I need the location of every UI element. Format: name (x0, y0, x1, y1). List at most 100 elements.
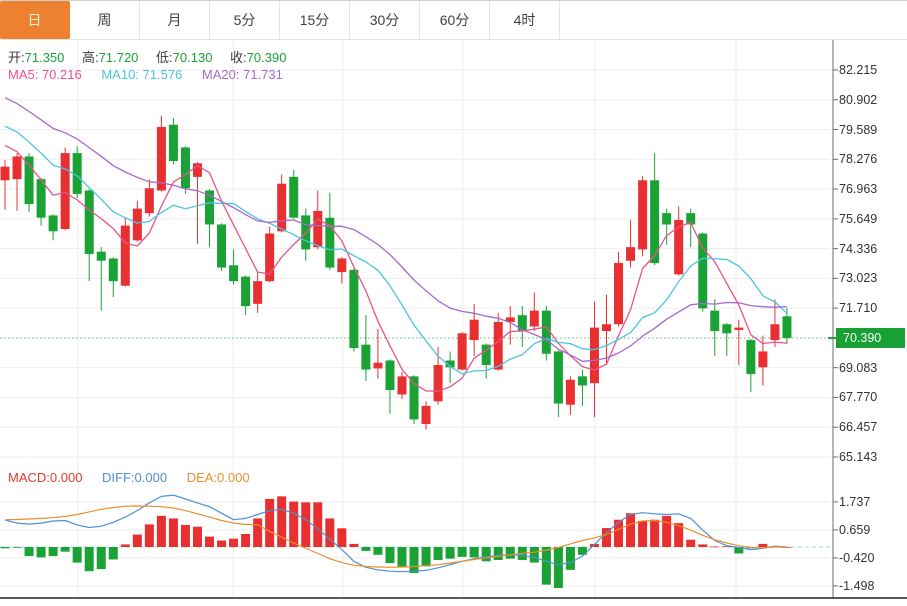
macd-bar (433, 547, 443, 560)
ma20-legend: MA20: 71.731 (201, 67, 283, 82)
candle-body (24, 156, 34, 205)
high-label: 高: (82, 50, 99, 65)
price-axis-label: 78.276 (839, 152, 878, 167)
candle-body (686, 213, 696, 225)
candle-body (493, 321, 503, 370)
timeframe-tab-bar: 日周月 5分 15分 30分 60分 4时 (0, 0, 907, 40)
candle-body (36, 179, 46, 218)
diff-value-label: DIFF:0.000 (102, 470, 168, 485)
candle-body (758, 351, 768, 368)
candle-body (96, 251, 106, 261)
candle-body (505, 317, 515, 322)
macd-bar (168, 518, 178, 547)
macd-bar (361, 547, 371, 551)
macd-bar (60, 547, 70, 552)
candle-body (770, 324, 780, 341)
tab-4hour[interactable]: 4时 (490, 1, 560, 39)
candle-body (12, 156, 22, 180)
candle-body (120, 225, 130, 286)
candle-body (602, 324, 611, 332)
macd-bar (577, 547, 587, 555)
candle-body (529, 310, 539, 327)
macd-bar (337, 528, 347, 547)
macd-bar (156, 515, 166, 547)
candle-body (253, 281, 263, 304)
macd-bar (72, 547, 82, 563)
candle-body (565, 379, 575, 405)
tab-30min[interactable]: 30分 (350, 1, 420, 39)
macd-histogram (0, 496, 792, 589)
tab-week[interactable]: 周 (70, 1, 140, 39)
candle-body (349, 269, 359, 349)
candle-body (132, 208, 142, 241)
candle-body (192, 163, 202, 177)
macd-bar (0, 547, 10, 549)
ma-legend: MA5: 70.216 MA10: 71.576 MA20: 71.731 (8, 67, 283, 82)
macd-legend: MACD:0.000 DIFF:0.000 DEA:0.000 (8, 470, 250, 485)
candle-body (84, 190, 94, 254)
low-label: 低: (156, 50, 173, 65)
candle-body (589, 327, 599, 384)
price-axis-label: 65.143 (839, 450, 878, 464)
candle-body (650, 180, 660, 264)
macd-bar (217, 540, 227, 547)
macd-bar (84, 547, 94, 572)
macd-value-label: MACD:0.000 (8, 470, 83, 485)
macd-bar (180, 524, 190, 547)
candle-body (325, 217, 335, 268)
macd-bar (493, 547, 503, 560)
candle-body (409, 376, 419, 420)
ma10-legend: MA10: 71.576 (101, 67, 183, 82)
macd-bar (457, 547, 467, 557)
macd-bar (132, 534, 142, 547)
candle-body (361, 344, 371, 370)
candle-body (614, 263, 624, 325)
macd-bar (229, 538, 239, 547)
macd-axis-label: -0.420 (839, 550, 875, 565)
tab-15min[interactable]: 15分 (280, 1, 350, 39)
price-axis-label: 67.770 (839, 390, 878, 405)
candle-body (229, 265, 239, 282)
candle-body (313, 210, 323, 248)
macd-bar (674, 523, 684, 547)
macd-bar (205, 536, 215, 547)
macd-bar (24, 547, 34, 557)
candle-body (782, 316, 792, 339)
macd-bar (541, 547, 551, 585)
candle-body (265, 233, 275, 282)
candle-body (626, 247, 636, 261)
ma10-line (4, 125, 788, 375)
candle-body (60, 153, 70, 230)
close-value: 70.390 (246, 50, 287, 65)
macd-bar (265, 498, 275, 547)
candle-body (180, 147, 190, 189)
macd-bar (698, 544, 708, 547)
candle-body (469, 319, 479, 341)
dea-value-label: DEA:0.000 (186, 470, 250, 485)
price-axis-label: 74.336 (839, 241, 878, 256)
macd-bar (48, 547, 58, 557)
tab-month[interactable]: 月 (140, 1, 210, 39)
tab-5min[interactable]: 5分 (210, 1, 280, 39)
price-axis-label: 82.215 (839, 63, 878, 77)
macd-bar (782, 547, 792, 548)
macd-bar (758, 543, 768, 547)
candle-body (0, 166, 10, 181)
macd-bar (36, 547, 46, 558)
candle-body (337, 258, 347, 273)
candle-body (289, 176, 299, 218)
candle-body (710, 310, 720, 332)
gridlines (0, 40, 830, 597)
macd-bar (614, 519, 624, 547)
candlestick-series (0, 115, 792, 430)
macd-bar (96, 547, 106, 570)
ma5-legend: MA5: 70.216 (8, 67, 82, 82)
price-axis-label: 75.649 (839, 211, 878, 226)
macd-bar (589, 543, 599, 547)
candle-body (433, 365, 443, 402)
tab-60min[interactable]: 60分 (420, 1, 490, 39)
macd-bar (12, 547, 22, 548)
tab-day[interactable]: 日 (0, 1, 70, 39)
candle-body (205, 190, 215, 225)
